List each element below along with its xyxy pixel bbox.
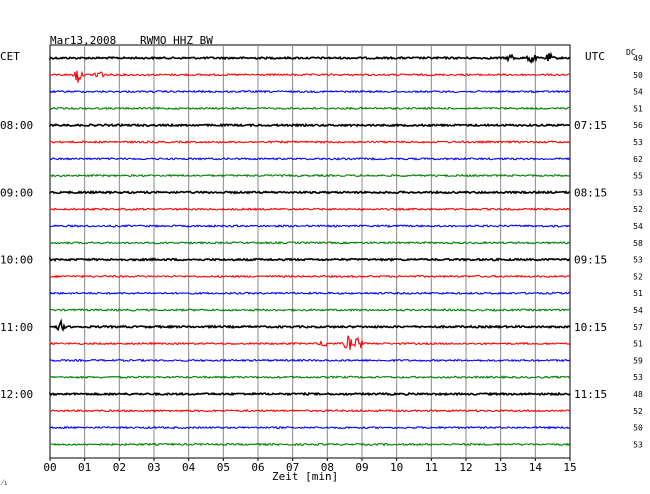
trace-line <box>49 358 571 363</box>
trace-line <box>49 240 571 245</box>
dc-value: 62 <box>633 155 643 164</box>
x-axis-label: Zeit [min] <box>272 470 339 483</box>
trace-line <box>49 207 571 212</box>
x-tick-label: 03 <box>147 461 160 474</box>
dc-value: 48 <box>633 390 643 399</box>
x-tick-label: 01 <box>78 461 91 474</box>
plot-frame <box>49 44 571 459</box>
trace-line <box>49 70 570 83</box>
x-tick-label: 13 <box>494 461 507 474</box>
right-timezone-label: UTC <box>585 50 605 63</box>
trace-line <box>49 89 571 94</box>
right-time-label: 09:15 <box>574 254 607 267</box>
trace-line <box>49 106 571 111</box>
station-label: RWMO HHZ BW <box>140 34 213 47</box>
trace-line <box>49 391 571 397</box>
trace-line <box>49 318 571 333</box>
trace-line <box>49 375 571 380</box>
dc-value: 52 <box>633 205 643 214</box>
dc-value: 53 <box>633 373 643 382</box>
x-tick-label: 11 <box>425 461 438 474</box>
x-tick-label: 08 <box>321 461 334 474</box>
left-time-label: 08:00 <box>0 119 33 132</box>
dc-value: 49 <box>633 54 643 63</box>
x-tick-label: 05 <box>217 461 230 474</box>
x-tick-label: 04 <box>182 461 196 474</box>
trace-line <box>49 335 571 351</box>
dc-value: 53 <box>633 440 643 449</box>
dc-value: 52 <box>633 272 643 281</box>
left-timezone-label: CET <box>0 50 20 63</box>
dc-value: 54 <box>633 222 643 231</box>
dc-header-label: DC <box>626 48 636 57</box>
footer-mark: ⁄₁ <box>2 478 9 487</box>
left-time-label: 11:00 <box>0 321 33 334</box>
x-tick-label: 02 <box>113 461 126 474</box>
dc-value: 53 <box>633 188 643 197</box>
dc-value: 53 <box>633 256 643 265</box>
left-time-label: 10:00 <box>0 254 33 267</box>
dc-value: 50 <box>633 71 643 80</box>
dc-value: 57 <box>633 323 643 332</box>
trace-line <box>49 156 571 161</box>
trace-line <box>49 224 571 228</box>
dc-value: 56 <box>633 121 643 130</box>
trace-line <box>49 256 571 262</box>
dc-value: 51 <box>633 289 643 298</box>
dc-value: 59 <box>633 356 643 365</box>
x-tick-label: 00 <box>43 461 56 474</box>
trace-line <box>49 425 571 430</box>
trace-line <box>49 173 571 178</box>
trace-line <box>49 408 571 413</box>
dc-value: 52 <box>633 407 643 416</box>
date-label: Mar13,2008 <box>50 34 117 47</box>
dc-value: 50 <box>633 424 643 433</box>
x-tick-label: 12 <box>459 461 472 474</box>
x-tick-label: 14 <box>529 461 543 474</box>
trace-line <box>49 51 571 64</box>
dc-value: 58 <box>633 239 643 248</box>
x-tick-label: 09 <box>355 461 368 474</box>
right-time-label: 07:15 <box>574 119 607 132</box>
dc-value: 51 <box>633 340 643 349</box>
trace-line <box>49 140 571 144</box>
left-time-label: 09:00 <box>0 186 33 199</box>
trace-line <box>49 291 571 296</box>
trace-line <box>49 122 571 128</box>
dc-value: 54 <box>633 306 643 315</box>
trace-line <box>49 274 571 279</box>
x-tick-label: 10 <box>390 461 403 474</box>
dc-value: 55 <box>633 172 643 181</box>
right-time-label: 10:15 <box>574 321 607 334</box>
right-time-label: 08:15 <box>574 186 607 199</box>
trace-line <box>49 189 571 195</box>
x-tick-label: 07 <box>286 461 299 474</box>
dc-value: 54 <box>633 88 643 97</box>
right-time-label: 11:15 <box>574 388 607 401</box>
trace-line <box>49 307 571 312</box>
x-tick-label: 15 <box>563 461 576 474</box>
x-tick-label: 06 <box>251 461 264 474</box>
left-time-label: 12:00 <box>0 388 33 401</box>
dc-value: 53 <box>633 138 643 147</box>
dc-value: 51 <box>633 104 643 113</box>
trace-line <box>49 442 571 447</box>
